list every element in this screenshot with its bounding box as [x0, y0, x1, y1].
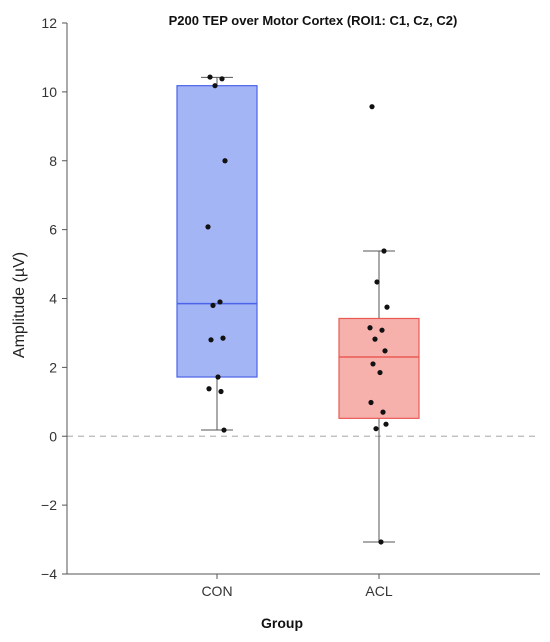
con-data-point [220, 335, 226, 341]
acl-data-point [373, 426, 379, 432]
acl-data-point [382, 348, 388, 354]
con-data-point [221, 427, 227, 433]
con-box [176, 85, 258, 378]
acl-data-point [380, 409, 386, 415]
y-tick-label: 10 [41, 84, 57, 100]
acl-data-point [372, 336, 378, 342]
acl-data-point [374, 279, 380, 285]
acl-data-point [384, 304, 390, 310]
y-tick-label: 12 [41, 15, 57, 31]
con-data-point [206, 386, 212, 392]
y-tick-label: 0 [49, 428, 57, 444]
acl-data-point [369, 104, 375, 110]
con-data-point [212, 83, 218, 89]
con-data-point [215, 374, 221, 380]
con-data-point [208, 337, 214, 343]
y-tick-label: 6 [49, 222, 57, 238]
con-data-point [219, 76, 225, 82]
acl-data-point [379, 327, 385, 333]
acl-data-point [367, 325, 373, 331]
con-data-point [207, 74, 213, 80]
x-tick-label-acl: ACL [365, 583, 392, 599]
con-data-point [210, 302, 216, 308]
con-data-point [218, 388, 224, 395]
y-tick-label: 4 [49, 291, 57, 307]
y-tick-label: 8 [49, 153, 57, 169]
con-data-point [217, 299, 223, 305]
y-axis-title: Amplitude (µV) [11, 252, 28, 358]
x-axis-title: Group [261, 615, 303, 631]
chart-title: P200 TEP over Motor Cortex (ROI1: C1, Cz… [169, 13, 458, 28]
acl-data-point [381, 248, 387, 254]
y-tick-label: 2 [49, 359, 57, 375]
y-tick-label: −2 [41, 497, 57, 513]
acl-data-point [370, 361, 376, 367]
acl-data-point [383, 421, 389, 427]
acl-data-point [377, 369, 383, 376]
acl-box [338, 317, 420, 419]
con-data-point [205, 224, 211, 230]
acl-data-point [368, 399, 374, 406]
acl-data-point [378, 539, 384, 545]
y-tick-label: −4 [41, 566, 57, 582]
plot-area: −4 −2 0 2 4 6 8 10 12 CON ACL [41, 15, 540, 599]
x-tick-label-con: CON [201, 583, 232, 599]
con-data-point [222, 158, 228, 164]
